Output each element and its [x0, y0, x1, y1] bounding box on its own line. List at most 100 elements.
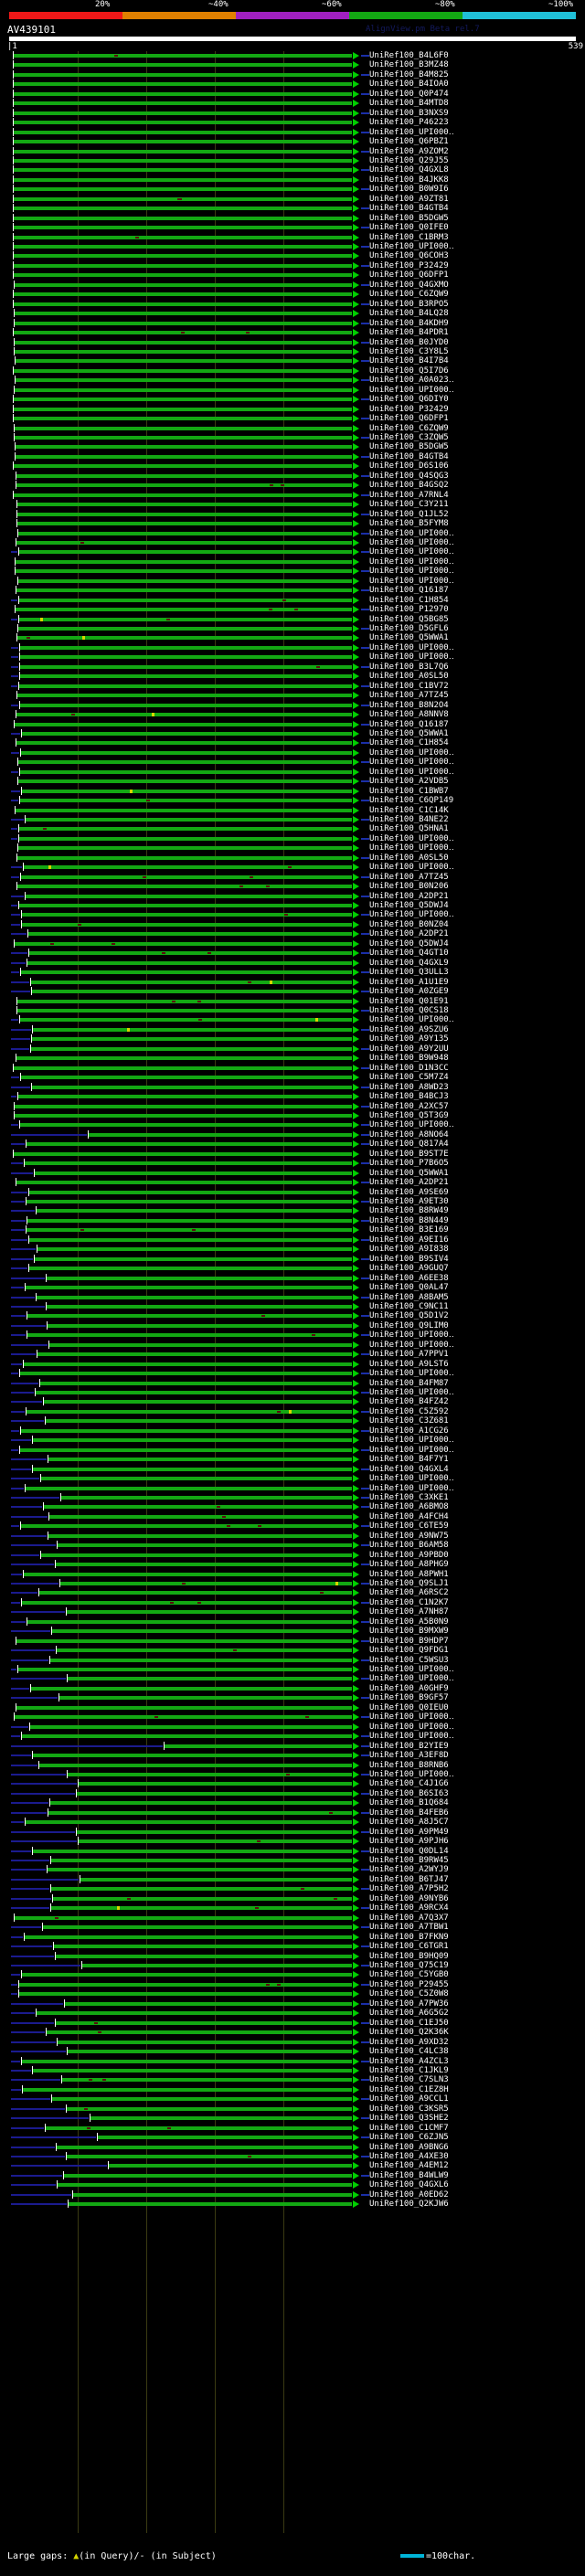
- hit-row[interactable]: UniRef100_UPI000‥: [0, 1712, 585, 1722]
- hit-accession-label[interactable]: UniRef100_Q0CS18: [369, 1006, 449, 1015]
- hit-row[interactable]: UniRef100_A2DP21: [0, 929, 585, 938]
- hit-row[interactable]: UniRef100_Q5T3G9: [0, 1111, 585, 1120]
- hit-row[interactable]: UniRef100_B3RPO5: [0, 300, 585, 309]
- hit-accession-label[interactable]: UniRef100_C1H854: [369, 596, 449, 605]
- hit-row[interactable]: UniRef100_A9ZOM2: [0, 147, 585, 156]
- hit-accession-label[interactable]: UniRef100_UPI000‥: [369, 834, 454, 843]
- hit-accession-label[interactable]: UniRef100_UPI000‥: [369, 547, 454, 557]
- hit-accession-label[interactable]: UniRef100_UPI000‥: [369, 1665, 454, 1674]
- hit-row[interactable]: UniRef100_B3NXS9: [0, 109, 585, 118]
- hit-row[interactable]: UniRef100_B4WLW9: [0, 2171, 585, 2180]
- hsp-bar[interactable]: [14, 140, 353, 143]
- hit-row[interactable]: UniRef100_B8N449: [0, 1216, 585, 1225]
- hsp-bar[interactable]: [165, 1744, 353, 1748]
- hsp-bar[interactable]: [61, 1496, 352, 1500]
- hit-row[interactable]: UniRef100_C1C14K: [0, 806, 585, 815]
- hsp-bar[interactable]: [33, 1850, 352, 1853]
- hit-accession-label[interactable]: UniRef100_B9HDP7: [369, 1637, 449, 1646]
- hit-accession-label[interactable]: UniRef100_A8J5C7: [369, 1818, 449, 1827]
- hsp-bar[interactable]: [15, 1715, 352, 1719]
- hit-accession-label[interactable]: UniRef100_C3Z681: [369, 1416, 449, 1426]
- hit-row[interactable]: UniRef100_Q0CS18: [0, 1006, 585, 1015]
- hit-row[interactable]: UniRef100_B4L6F0: [0, 51, 585, 60]
- hit-accession-label[interactable]: UniRef100_B8RW49: [369, 1206, 449, 1215]
- hit-row[interactable]: UniRef100_UPI000‥: [0, 1341, 585, 1350]
- hit-row[interactable]: UniRef100_Q01E91: [0, 997, 585, 1006]
- hit-row[interactable]: UniRef100_UPI000‥: [0, 758, 585, 767]
- hsp-bar[interactable]: [21, 970, 353, 974]
- hsp-bar[interactable]: [14, 254, 353, 258]
- hit-row[interactable]: UniRef100_Q4GXL4: [0, 1465, 585, 1474]
- hit-accession-label[interactable]: UniRef100_A4XE30: [369, 2152, 449, 2161]
- hit-row[interactable]: UniRef100_A9SE69: [0, 1188, 585, 1197]
- hsp-bar[interactable]: [27, 1142, 353, 1146]
- hit-accession-label[interactable]: UniRef100_B4GTB4: [369, 204, 449, 213]
- hsp-bar[interactable]: [22, 1973, 353, 1977]
- hit-row[interactable]: UniRef100_A8J5C7: [0, 1818, 585, 1827]
- hsp-bar[interactable]: [73, 2193, 352, 2197]
- hsp-bar[interactable]: [19, 837, 353, 841]
- hit-row[interactable]: UniRef100_UPI000‥: [0, 843, 585, 853]
- hit-row[interactable]: UniRef100_C6ZQW9: [0, 290, 585, 299]
- hit-accession-label[interactable]: UniRef100_D5GFL6: [369, 624, 449, 633]
- hit-accession-label[interactable]: UniRef100_Q4GXMO: [369, 281, 449, 290]
- hit-row[interactable]: UniRef100_Q0IFE0: [0, 223, 585, 232]
- hsp-bar[interactable]: [90, 2116, 353, 2120]
- hsp-bar[interactable]: [39, 1764, 353, 1767]
- hit-accession-label[interactable]: UniRef100_UPI000‥: [369, 1484, 454, 1493]
- hsp-bar[interactable]: [49, 1343, 352, 1347]
- hit-accession-label[interactable]: UniRef100_A9PM49: [369, 1828, 449, 1837]
- hsp-bar[interactable]: [16, 588, 352, 592]
- hit-row[interactable]: UniRef100_UPI000‥: [0, 643, 585, 652]
- hit-row[interactable]: UniRef100_A9GUQ7: [0, 1264, 585, 1273]
- hit-row[interactable]: UniRef100_Q6PBZ1: [0, 137, 585, 146]
- hit-accession-label[interactable]: UniRef100_A9ZT81: [369, 195, 449, 204]
- hsp-bar[interactable]: [16, 608, 352, 611]
- hit-accession-label[interactable]: UniRef100_C7SLN3: [369, 2075, 449, 2084]
- hit-accession-label[interactable]: UniRef100_B5DGW5: [369, 214, 449, 223]
- hsp-bar[interactable]: [16, 474, 352, 478]
- hit-accession-label[interactable]: UniRef100_Q5I7D6: [369, 366, 449, 376]
- hsp-bar[interactable]: [27, 1333, 353, 1337]
- hit-accession-label[interactable]: UniRef100_B5FYM8: [369, 519, 449, 528]
- hit-row[interactable]: UniRef100_B8N2O4: [0, 701, 585, 710]
- hit-accession-label[interactable]: UniRef100_A9RCX4: [369, 1903, 449, 1913]
- hsp-bar[interactable]: [20, 674, 353, 678]
- hsp-bar[interactable]: [18, 579, 352, 583]
- hit-accession-label[interactable]: UniRef100_B4PDR1: [369, 328, 449, 337]
- hsp-bar[interactable]: [14, 207, 352, 210]
- hsp-bar[interactable]: [16, 445, 352, 449]
- hsp-bar[interactable]: [16, 569, 353, 573]
- hsp-bar[interactable]: [31, 981, 353, 984]
- hit-accession-label[interactable]: UniRef100_Q9LIM0: [369, 1321, 449, 1330]
- hsp-bar[interactable]: [14, 417, 352, 420]
- hsp-bar[interactable]: [56, 2021, 353, 2025]
- hit-accession-label[interactable]: UniRef100_B0NZ04: [369, 920, 449, 929]
- hsp-bar[interactable]: [15, 436, 352, 440]
- hsp-bar[interactable]: [68, 1773, 352, 1776]
- hit-row[interactable]: UniRef100_Q5DWJ4: [0, 901, 585, 910]
- hit-accession-label[interactable]: UniRef100_C6ZQW9: [369, 424, 449, 433]
- hit-row[interactable]: UniRef100_B1Q684: [0, 1798, 585, 1807]
- hit-accession-label[interactable]: UniRef100_C1C14K: [369, 806, 449, 815]
- hit-accession-label[interactable]: UniRef100_C5YGB0: [369, 1970, 449, 1979]
- hit-accession-label[interactable]: UniRef100_C9NC11: [369, 1302, 449, 1311]
- hit-row[interactable]: UniRef100_Q817A4: [0, 1140, 585, 1149]
- hsp-bar[interactable]: [33, 1438, 352, 1442]
- hsp-bar[interactable]: [30, 1725, 352, 1729]
- hit-accession-label[interactable]: UniRef100_A9GUQ7: [369, 1264, 449, 1273]
- hit-row[interactable]: UniRef100_A9PJH6: [0, 1837, 585, 1846]
- hit-row[interactable]: UniRef100_P7B6O5: [0, 1159, 585, 1168]
- hit-row[interactable]: UniRef100_A9CCL1: [0, 2094, 585, 2104]
- hsp-bar[interactable]: [47, 1305, 353, 1309]
- hit-row[interactable]: UniRef100_C5Z0W8: [0, 1989, 585, 1998]
- hit-row[interactable]: UniRef100_P12970: [0, 605, 585, 614]
- hsp-bar[interactable]: [22, 913, 353, 917]
- hit-row[interactable]: UniRef100_B5FYM8: [0, 519, 585, 528]
- hit-accession-label[interactable]: UniRef100_Q6DFP1: [369, 270, 449, 280]
- hsp-bar[interactable]: [15, 350, 353, 354]
- hsp-bar[interactable]: [20, 1448, 352, 1452]
- hit-row[interactable]: UniRef100_B4FEB6: [0, 1808, 585, 1818]
- hsp-bar[interactable]: [14, 63, 353, 67]
- hit-row[interactable]: UniRef100_B9W948: [0, 1054, 585, 1063]
